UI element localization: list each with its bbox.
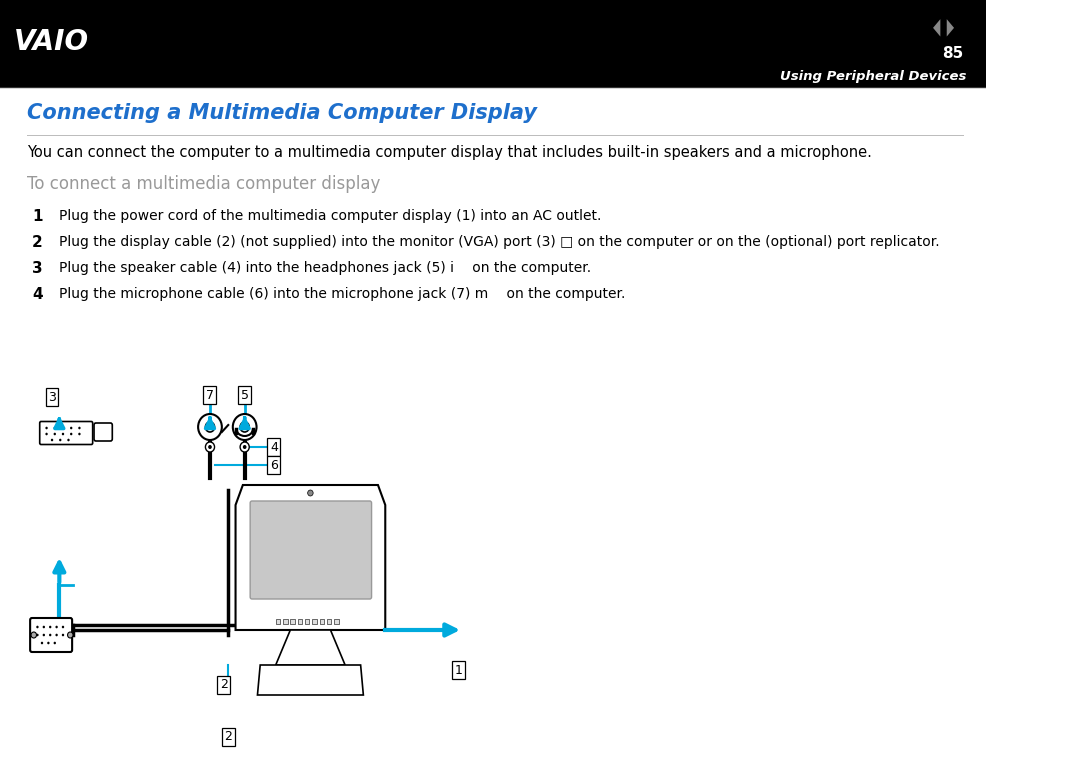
Circle shape [54,427,56,429]
Text: To connect a multimedia computer display: To connect a multimedia computer display [27,175,381,193]
Polygon shape [947,19,954,37]
FancyBboxPatch shape [30,618,72,652]
Text: Plug the speaker cable (4) into the headphones jack (5) i  on the computer.: Plug the speaker cable (4) into the head… [59,261,592,275]
Circle shape [67,439,69,441]
Polygon shape [257,665,363,695]
Circle shape [243,425,246,429]
Circle shape [233,414,257,440]
Text: 85: 85 [942,46,963,62]
Text: Plug the display cable (2) (not supplied) into the monitor (VGA) port (3) □ on t: Plug the display cable (2) (not supplied… [59,235,940,249]
Circle shape [45,427,48,429]
Bar [283,619,287,624]
Circle shape [55,634,58,636]
Circle shape [198,414,221,440]
FancyBboxPatch shape [251,501,372,599]
Circle shape [54,433,56,435]
Circle shape [240,422,249,432]
Bar [275,619,281,624]
Circle shape [37,626,39,629]
Text: 6: 6 [270,459,278,472]
Polygon shape [275,630,346,665]
Circle shape [42,626,45,629]
Circle shape [70,427,72,429]
Circle shape [240,442,249,452]
Bar [327,619,332,624]
Circle shape [205,442,215,452]
Text: 1: 1 [455,664,462,677]
Circle shape [45,433,48,435]
Circle shape [54,642,56,645]
Circle shape [55,626,58,629]
Bar [0,0,986,87]
Circle shape [208,425,212,429]
Circle shape [78,427,81,429]
Bar [305,619,310,624]
Polygon shape [235,485,386,630]
Circle shape [243,445,246,449]
Bar [298,619,302,624]
Circle shape [62,433,64,435]
Text: 2: 2 [32,235,43,250]
Circle shape [41,642,43,645]
Circle shape [51,439,53,441]
Circle shape [62,634,64,636]
Circle shape [49,634,52,636]
Circle shape [205,422,215,432]
Circle shape [62,427,64,429]
FancyBboxPatch shape [94,423,112,441]
Polygon shape [933,19,941,37]
Text: Using Peripheral Devices: Using Peripheral Devices [780,70,966,83]
Text: 4: 4 [270,440,278,453]
Bar [312,619,316,624]
Circle shape [308,490,313,496]
Circle shape [37,634,39,636]
Text: Plug the power cord of the multimedia computer display (1) into an AC outlet.: Plug the power cord of the multimedia co… [59,209,602,223]
Circle shape [42,634,45,636]
Circle shape [78,433,81,435]
Bar [320,619,324,624]
Text: Connecting a Multimedia Computer Display: Connecting a Multimedia Computer Display [27,103,538,123]
Circle shape [31,632,37,638]
Circle shape [48,642,50,645]
Text: VAIO: VAIO [14,27,89,56]
Text: 5: 5 [241,389,248,402]
FancyBboxPatch shape [40,421,93,444]
Text: 2: 2 [225,731,232,744]
Bar [291,619,295,624]
Text: 4: 4 [32,287,42,302]
Circle shape [68,632,73,638]
Text: Plug the microphone cable (6) into the microphone jack (7) m  on the computer.: Plug the microphone cable (6) into the m… [59,287,625,301]
Circle shape [49,626,52,629]
Bar [334,619,339,624]
Text: 7: 7 [206,389,214,402]
Circle shape [59,439,62,441]
Text: 3: 3 [49,390,56,404]
Circle shape [62,626,64,629]
Circle shape [208,445,212,449]
Text: You can connect the computer to a multimedia computer display that includes buil: You can connect the computer to a multim… [27,145,873,160]
Circle shape [70,433,72,435]
Text: 1: 1 [32,209,42,224]
Text: 2: 2 [219,678,228,691]
Text: 3: 3 [32,261,42,276]
